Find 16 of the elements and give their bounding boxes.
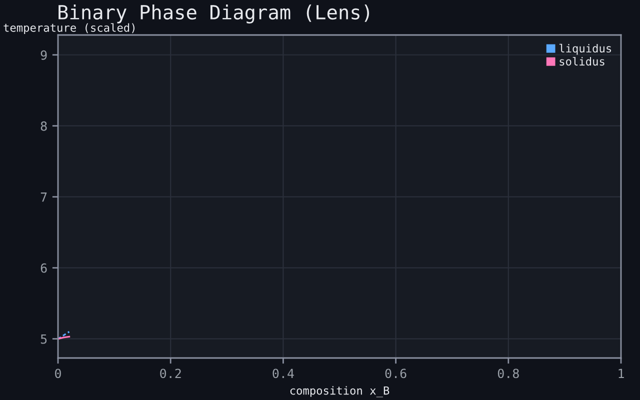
y-tick-label: 6 (40, 263, 47, 273)
x-tick-label: 0.8 (498, 368, 519, 378)
x-tick-label: 0.4 (272, 368, 294, 378)
y-tick-label: 8 (40, 121, 47, 131)
legend-label: liquidus (559, 44, 612, 55)
x-tick-label: 0 (55, 368, 61, 378)
y-tick-label: 5 (40, 334, 47, 344)
x-tick-label: 1 (618, 368, 624, 378)
chart-title: Binary Phase Diagram (Lens) (58, 4, 370, 24)
legend-label: solidus (560, 56, 604, 66)
x-tick-label: 0.2 (160, 368, 181, 378)
x-tick-label: 0.6 (385, 368, 406, 378)
y-tick-label: 9 (40, 50, 47, 60)
y-tick-label: 7 (40, 192, 47, 202)
x-axis-title: composition x_B (290, 386, 390, 398)
y-axis-title: temperature (scaled) (4, 23, 134, 34)
